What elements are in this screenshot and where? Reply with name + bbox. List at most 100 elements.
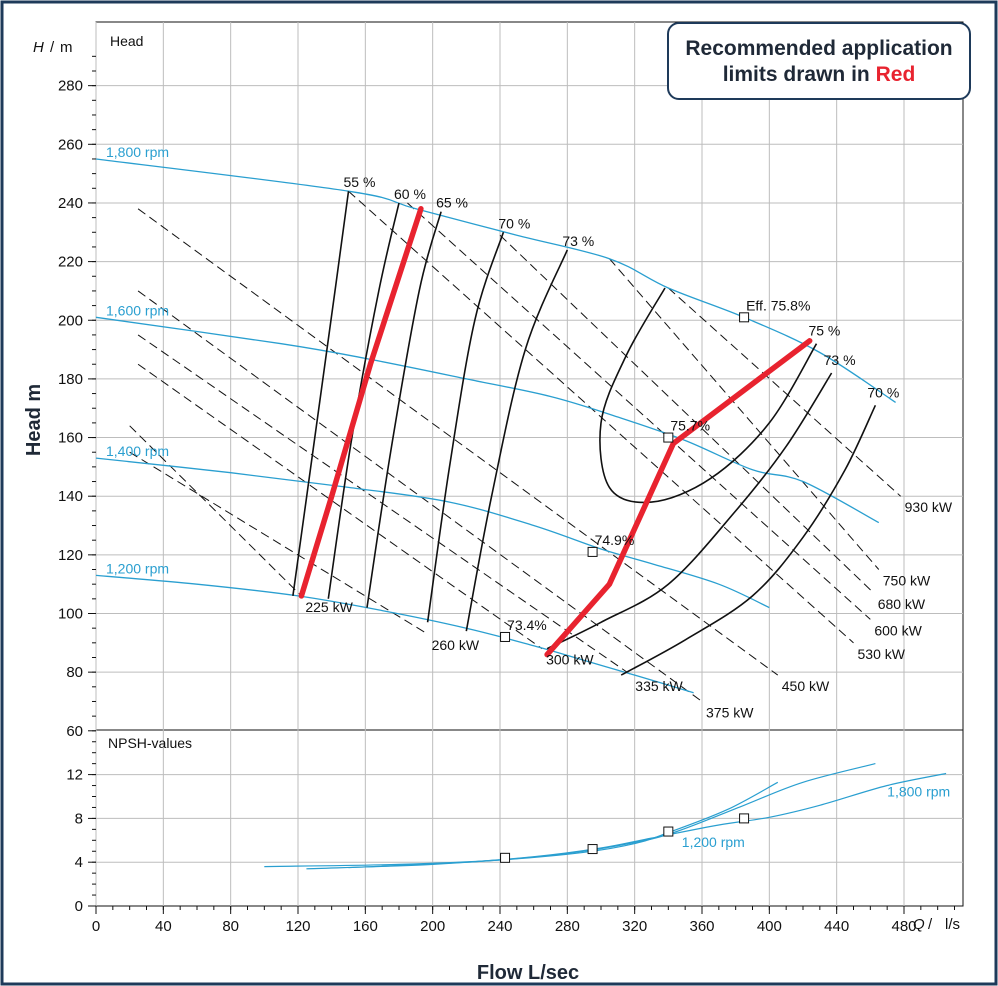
y-axis-slash: / — [50, 39, 55, 56]
y-axis-symbol: H — [33, 39, 44, 56]
application-limit-line — [298, 206, 424, 599]
x-tick-label: 160 — [353, 918, 378, 935]
power-line — [129, 451, 428, 635]
power-line — [348, 190, 854, 644]
x-tick-label: 40 — [155, 918, 172, 935]
bep-marker — [587, 546, 598, 557]
x-tick-label: 440 — [824, 918, 849, 935]
efficiency-label: 65 % — [436, 195, 468, 211]
npsh-curve — [348, 763, 876, 869]
y-tick-label: 80 — [66, 664, 83, 681]
x-tick-label: 120 — [285, 918, 310, 935]
application-limit-line — [544, 338, 813, 658]
bep-label: Eff. 75.8% — [746, 297, 810, 313]
y-tick-label: 120 — [58, 547, 83, 564]
power-label: 335 kW — [635, 678, 683, 694]
x-tick-label: 320 — [622, 918, 647, 935]
power-line — [129, 425, 302, 597]
y-tick-label: 160 — [58, 430, 83, 447]
efficiency-label: 73 % — [562, 233, 594, 249]
power-line — [609, 258, 880, 570]
power-line — [667, 287, 901, 497]
y-tick-label: 60 — [66, 723, 83, 740]
x-axis-slash: / — [928, 916, 933, 933]
rpm-label: 1,600 rpm — [106, 302, 169, 318]
recommended-limits-note: Recommended application limits drawn in … — [667, 22, 971, 100]
power-label: 450 kW — [782, 678, 830, 694]
y-tick-label: 260 — [58, 136, 83, 153]
y-axis-title: Head m — [23, 384, 45, 456]
efficiency-label: 70 % — [867, 384, 899, 400]
rpm-label: 1,200 rpm — [106, 560, 169, 576]
efficiency-label: 55 % — [344, 174, 376, 190]
power-label: 680 kW — [878, 596, 926, 612]
x-tick-label: 480 — [891, 918, 916, 935]
power-label: 225 kW — [305, 599, 353, 615]
x-axis-symbol: Q — [913, 916, 925, 933]
efficiency-label: 75 % — [808, 323, 840, 339]
npsh-marker — [739, 813, 750, 824]
x-tick-label: 0 — [92, 918, 100, 935]
x-tick-label: 280 — [555, 918, 580, 935]
power-label: 750 kW — [883, 573, 931, 589]
efficiency-label: 73 % — [824, 352, 856, 368]
y-tick-label: 220 — [58, 254, 83, 271]
power-label: 930 kW — [905, 499, 953, 515]
y-tick-label: 180 — [58, 371, 83, 388]
x-axis-title: Flow L/sec — [477, 962, 579, 984]
npsh-marker — [500, 852, 511, 863]
x-tick-label: 240 — [487, 918, 512, 935]
bep-marker — [663, 432, 674, 443]
y-tick-label: 280 — [58, 78, 83, 95]
bep-marker — [500, 631, 511, 642]
npsh-marker — [663, 826, 674, 837]
efficiency-curve — [292, 191, 350, 597]
efficiency-label: 60 % — [394, 186, 426, 202]
npsh-tick-label: 12 — [66, 767, 83, 784]
x-tick-label: 80 — [222, 918, 239, 935]
efficiency-curve — [599, 287, 818, 504]
bep-marker — [739, 312, 750, 323]
efficiency-label: 70 % — [498, 215, 530, 231]
efficiency-curve — [465, 249, 569, 632]
x-tick-label: 360 — [689, 918, 714, 935]
efficiency-curve — [426, 232, 505, 623]
npsh-tick-label: 4 — [75, 854, 83, 871]
bep-label: 73.4% — [507, 617, 547, 633]
npsh-tick-label: 0 — [75, 898, 83, 915]
rpm-label: 1,400 rpm — [106, 443, 169, 459]
power-line — [137, 363, 543, 650]
power-label: 530 kW — [858, 646, 906, 662]
x-tick-label: 200 — [420, 918, 445, 935]
npsh-tick-label: 8 — [75, 810, 83, 827]
power-line — [137, 334, 632, 676]
x-axis-unit: l/s — [945, 916, 960, 933]
power-line — [137, 208, 779, 676]
npsh-panel-label: NPSH-values — [108, 735, 192, 751]
efficiency-curve — [546, 372, 833, 650]
x-tick-label: 400 — [757, 918, 782, 935]
y-axis-unit: m — [60, 39, 73, 56]
power-label: 260 kW — [432, 637, 480, 653]
head-panel-label: Head — [110, 33, 143, 49]
bep-label: 74.9% — [595, 532, 635, 548]
power-label: 375 kW — [706, 704, 754, 720]
power-label: 600 kW — [874, 622, 922, 638]
y-tick-label: 240 — [58, 195, 83, 212]
y-tick-label: 200 — [58, 312, 83, 329]
efficiency-curve — [327, 202, 400, 599]
speed-curve — [95, 158, 896, 403]
npsh-rpm-label: 1,200 rpm — [682, 834, 745, 850]
speed-curve — [95, 316, 880, 524]
power-line — [499, 234, 875, 594]
efficiency-curve — [620, 404, 877, 676]
note-text: Recommended application limits drawn in — [685, 37, 953, 86]
npsh-marker — [587, 844, 598, 855]
npsh-curve — [264, 781, 779, 868]
bep-label: 75.7% — [670, 418, 710, 434]
power-line — [137, 290, 703, 702]
efficiency-curve — [366, 211, 442, 608]
speed-curve — [95, 574, 694, 694]
